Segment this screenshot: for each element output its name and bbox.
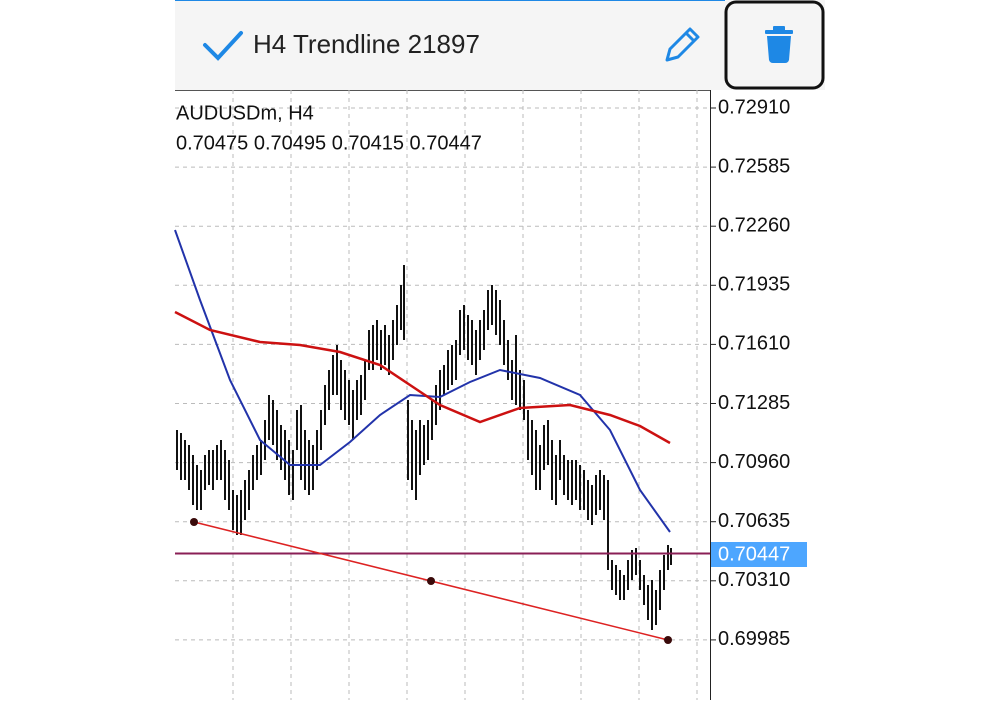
price-label: 0.72585 [718, 155, 790, 177]
edit-icon[interactable] [665, 27, 700, 62]
price-label: 0.71285 [718, 392, 790, 414]
moving-average-slow [174, 310, 671, 445]
grid [175, 90, 710, 700]
price-bars [176, 265, 672, 630]
price-scale: 0.72910 0.72585 0.72260 0.71935 0.71610 0.712… [710, 96, 790, 650]
ohlc-label: 0.70475 0.70495 0.70415 0.70447 [176, 132, 482, 154]
price-label: 0.70960 [718, 451, 790, 473]
toolbar [175, 0, 825, 90]
price-label: 0.69985 [718, 628, 790, 650]
symbol-label: AUDUSDm, H4 [176, 102, 314, 124]
trendline-midpoint[interactable] [427, 577, 435, 585]
current-price-label: 0.70447 [718, 543, 790, 565]
trendline-anchor[interactable] [190, 518, 198, 526]
price-label: 0.70635 [718, 510, 790, 532]
trendline-anchor[interactable] [664, 636, 672, 644]
price-label: 0.72260 [718, 214, 790, 236]
object-title: H4 Trendline 21897 [253, 29, 480, 59]
delete-icon [765, 26, 793, 63]
price-label: 0.71610 [718, 333, 790, 355]
moving-average-fast [174, 229, 671, 533]
price-label: 0.70310 [718, 569, 790, 591]
confirm-icon[interactable] [203, 31, 243, 61]
price-label: 0.71935 [718, 274, 790, 296]
price-label: 0.72910 [718, 96, 790, 118]
current-price-tag [711, 542, 807, 567]
